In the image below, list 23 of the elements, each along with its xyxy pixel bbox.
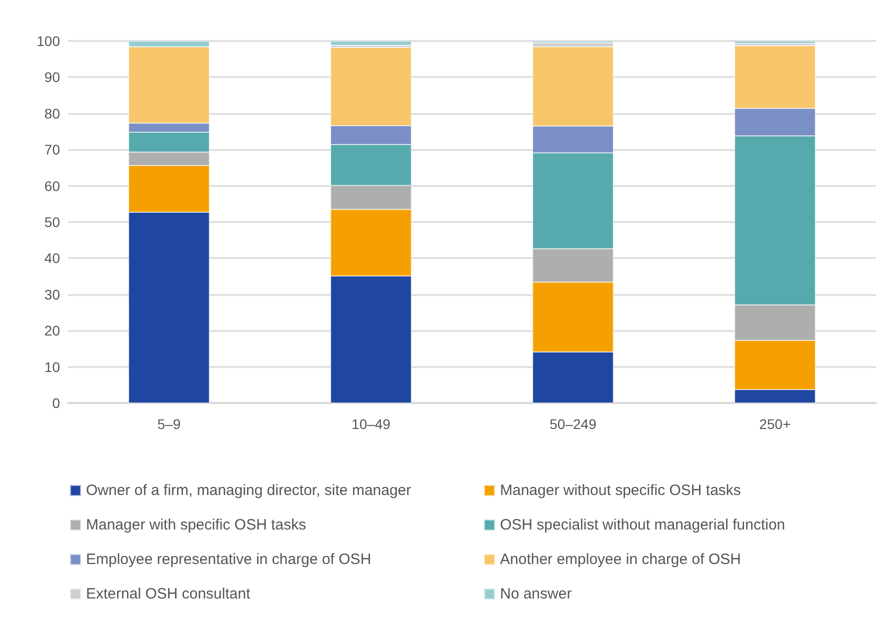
x-tick-label: 10–49 xyxy=(352,416,391,432)
legend-label: Owner of a firm, managing director, site manager xyxy=(86,482,412,499)
y-tick-label: 20 xyxy=(44,322,60,339)
y-tick-label: 60 xyxy=(44,178,60,194)
y-tick-label: 10 xyxy=(44,358,60,375)
x-tick-label: 50–249 xyxy=(550,416,597,432)
y-tick-label: 70 xyxy=(44,142,60,158)
legend-label: Another employee in charge of OSH xyxy=(500,551,741,568)
y-tick-label: 30 xyxy=(44,286,60,302)
y-tick-label: 0 xyxy=(52,395,60,411)
y-tick-label: 40 xyxy=(44,250,60,266)
x-tick-label: 250+ xyxy=(759,416,791,432)
legend-label: Manager with specific OSH tasks xyxy=(86,516,306,534)
y-tick-label: 80 xyxy=(44,105,60,122)
legend-label: Employee representative in charge of OSH xyxy=(86,551,372,568)
x-tick-label: 5–9 xyxy=(157,416,181,432)
legend-label: No answer xyxy=(500,586,572,602)
legend-label: OSH specialist without managerial function xyxy=(500,516,786,534)
y-tick-label: 90 xyxy=(44,69,60,86)
legend-label: External OSH consultant xyxy=(86,586,252,602)
legend-label: Manager without specific OSH tasks xyxy=(500,482,741,499)
y-tick-label: 100 xyxy=(36,33,60,49)
y-tick-label: 50 xyxy=(44,214,60,230)
